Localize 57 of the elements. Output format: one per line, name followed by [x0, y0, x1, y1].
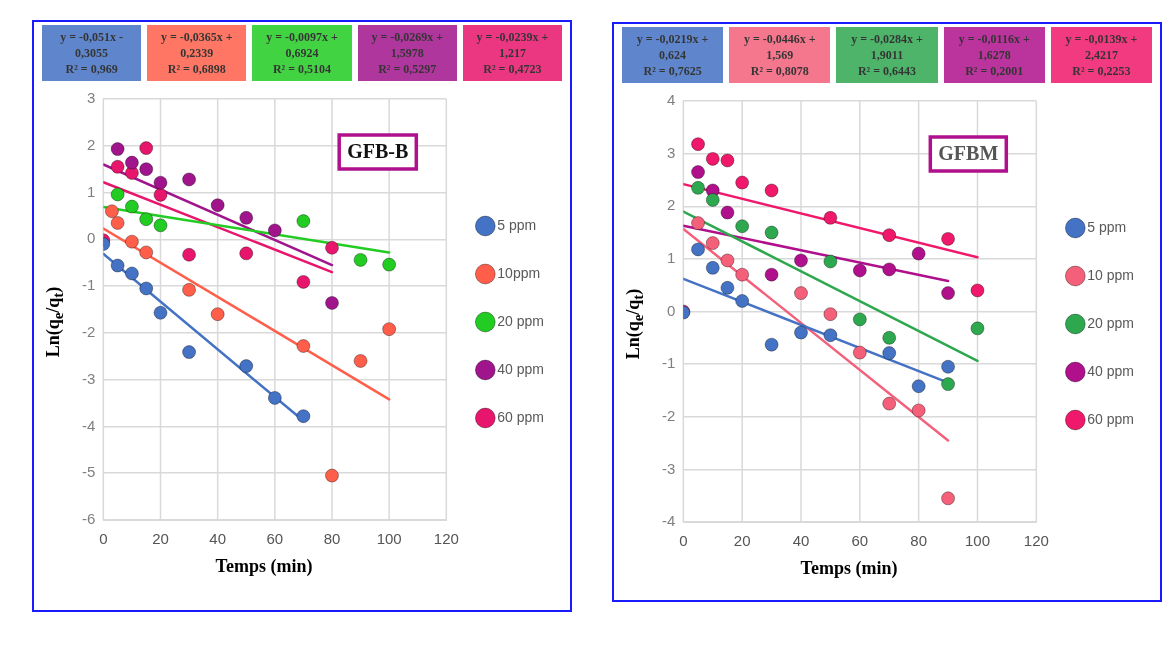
y-tick-label: -3 [81, 369, 96, 387]
x-tick-label: 60 [266, 530, 284, 548]
y-tick-label: -2 [661, 406, 676, 424]
x-tick-label: 80 [323, 530, 341, 548]
legend-label: 20 ppm [1087, 314, 1135, 331]
y-tick-label: 4 [666, 91, 676, 109]
y-tick-label: 2 [666, 196, 676, 214]
x-tick-label: 120 [433, 530, 459, 548]
legend-label: 40 ppm [497, 360, 545, 377]
legend-label: 5 ppm [1087, 218, 1127, 235]
y-tick-label: 0 [86, 229, 96, 247]
x-tick-label: 0 [99, 530, 108, 548]
text: y = -0,0446x + 1,569 R² = 0,8078 [729, 27, 831, 83]
legend-label: 10 ppm [1087, 266, 1135, 283]
text: GFB-B [347, 140, 409, 163]
x-tick-label: 0 [679, 532, 688, 550]
y-tick-label: 0 [666, 301, 676, 319]
legend-label: 60 ppm [1087, 410, 1135, 427]
y-tick-label: 1 [86, 182, 96, 200]
y-tick-label: 1 [666, 249, 676, 267]
legend-label: 5 ppm [497, 216, 537, 233]
y-tick-label: 3 [666, 143, 676, 161]
text: y = -0,0097x + 0,6924 R² = 0,5104 [252, 25, 352, 81]
text: y = -0,0116x + 1,6278 R² = 0,2001 [943, 27, 1045, 83]
text: y = -0,051x - 0,3055 R² = 0,969 [42, 25, 142, 81]
y-tick-label: -5 [81, 463, 96, 481]
legend-label: 60 ppm [497, 408, 545, 425]
text: GFBM [938, 142, 999, 165]
y-tick-label: -4 [661, 512, 676, 530]
x-tick-label: 40 [209, 530, 226, 548]
y-tick-label: 2 [86, 135, 96, 153]
y-tick-label: -6 [81, 510, 96, 528]
x-axis-title: Temps (min) [799, 558, 899, 579]
x-tick-label: 40 [792, 532, 810, 550]
y-tick-label: -4 [81, 416, 96, 434]
x-tick-label: 20 [152, 530, 169, 548]
legend-label: 10ppm [497, 264, 541, 281]
legend-label: 40 ppm [1087, 362, 1135, 379]
text: y = -0,0365x + 0,2339 R² = 0,6898 [147, 25, 247, 81]
y-tick-label: -1 [661, 354, 676, 372]
x-axis-title: Temps (min) [214, 556, 314, 577]
y-tick-label: 3 [86, 89, 96, 107]
x-tick-label: 120 [1023, 532, 1049, 550]
text: y = -0,0139x + 2,4217 R² = 0,2253 [1050, 27, 1153, 83]
text: y = -0,0239x + 1,217 R² = 0,4723 [462, 25, 563, 81]
y-tick-label: -3 [661, 459, 676, 477]
text: y = -0,0284x + 1,9011 R² = 0,6443 [836, 27, 938, 83]
text: y = -0,0269x + 1,5978 R² = 0,5297 [357, 25, 457, 81]
x-tick-label: 100 [964, 532, 990, 550]
x-tick-label: 60 [851, 532, 869, 550]
legend-label: 20 ppm [497, 312, 545, 329]
text: y = -0,0219x + 0,624 R² = 0,7625 [622, 27, 724, 83]
x-tick-label: 100 [376, 530, 402, 548]
y-tick-label: -1 [81, 276, 96, 294]
y-tick-label: -2 [81, 323, 96, 341]
x-tick-label: 80 [910, 532, 927, 550]
x-tick-label: 20 [733, 532, 751, 550]
